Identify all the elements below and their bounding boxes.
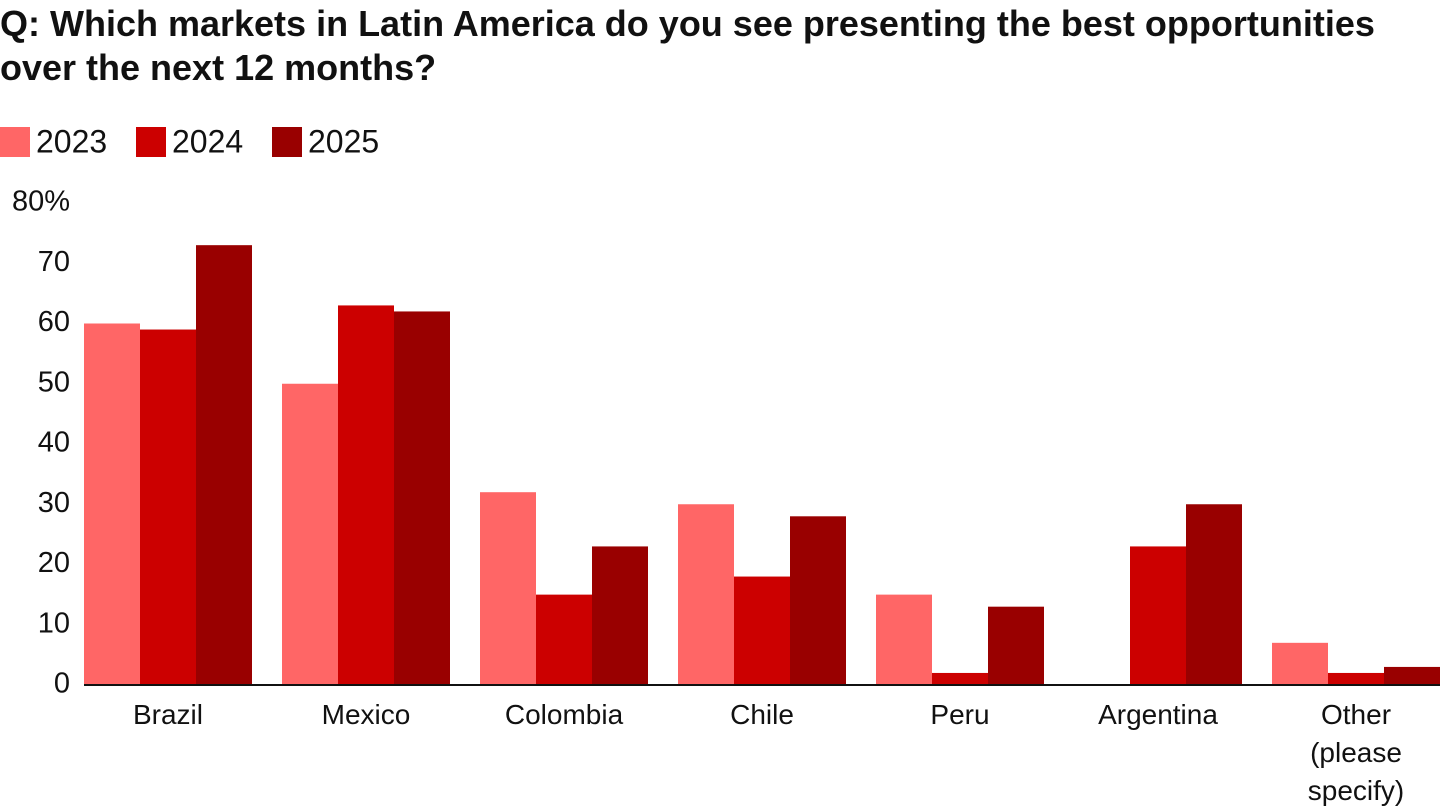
bar (480, 492, 536, 685)
x-tick-label: Chile (730, 699, 794, 730)
x-tick-label: Other (please specify) (1307, 699, 1405, 806)
bar (932, 672, 988, 685)
bar (988, 606, 1044, 685)
y-tick-label: 0 (54, 668, 70, 700)
bar (678, 504, 734, 685)
x-tick-label: Colombia (504, 699, 624, 730)
legend-label: 2024 (172, 123, 243, 159)
bar (1130, 546, 1186, 685)
bar (790, 516, 846, 685)
bar (1186, 504, 1242, 685)
y-tick-label: 80% (12, 186, 70, 218)
bar (536, 594, 592, 685)
y-tick-label: 50 (38, 366, 70, 398)
bar (592, 546, 648, 685)
bar (394, 311, 450, 685)
legend-label: 2025 (308, 123, 379, 159)
x-tick-label: Brazil (132, 699, 203, 730)
y-tick-label: 20 (38, 547, 70, 579)
bar (1384, 666, 1440, 685)
bar (84, 323, 140, 685)
bar (338, 305, 394, 685)
chart-title: Q: Which markets in Latin America do you… (0, 3, 1375, 88)
y-tick-label: 30 (38, 487, 70, 519)
bar (282, 383, 338, 685)
y-tick-label: 60 (38, 306, 70, 338)
bar (1328, 672, 1384, 685)
bar (1272, 642, 1328, 685)
x-tick-label: Argentina (1098, 699, 1218, 730)
legend-swatch (272, 127, 302, 157)
legend-label: 2023 (36, 123, 107, 159)
legend-swatch (136, 127, 166, 157)
y-tick-label: 10 (38, 607, 70, 639)
x-tick-label: Mexico (321, 699, 411, 730)
bar (196, 245, 252, 686)
legend-swatch (0, 127, 30, 157)
bar (734, 576, 790, 685)
y-tick-label: 70 (38, 246, 70, 278)
x-tick-label: Peru (930, 699, 990, 730)
bar (140, 329, 196, 685)
y-tick-label: 40 (38, 427, 70, 459)
bar (876, 594, 932, 685)
